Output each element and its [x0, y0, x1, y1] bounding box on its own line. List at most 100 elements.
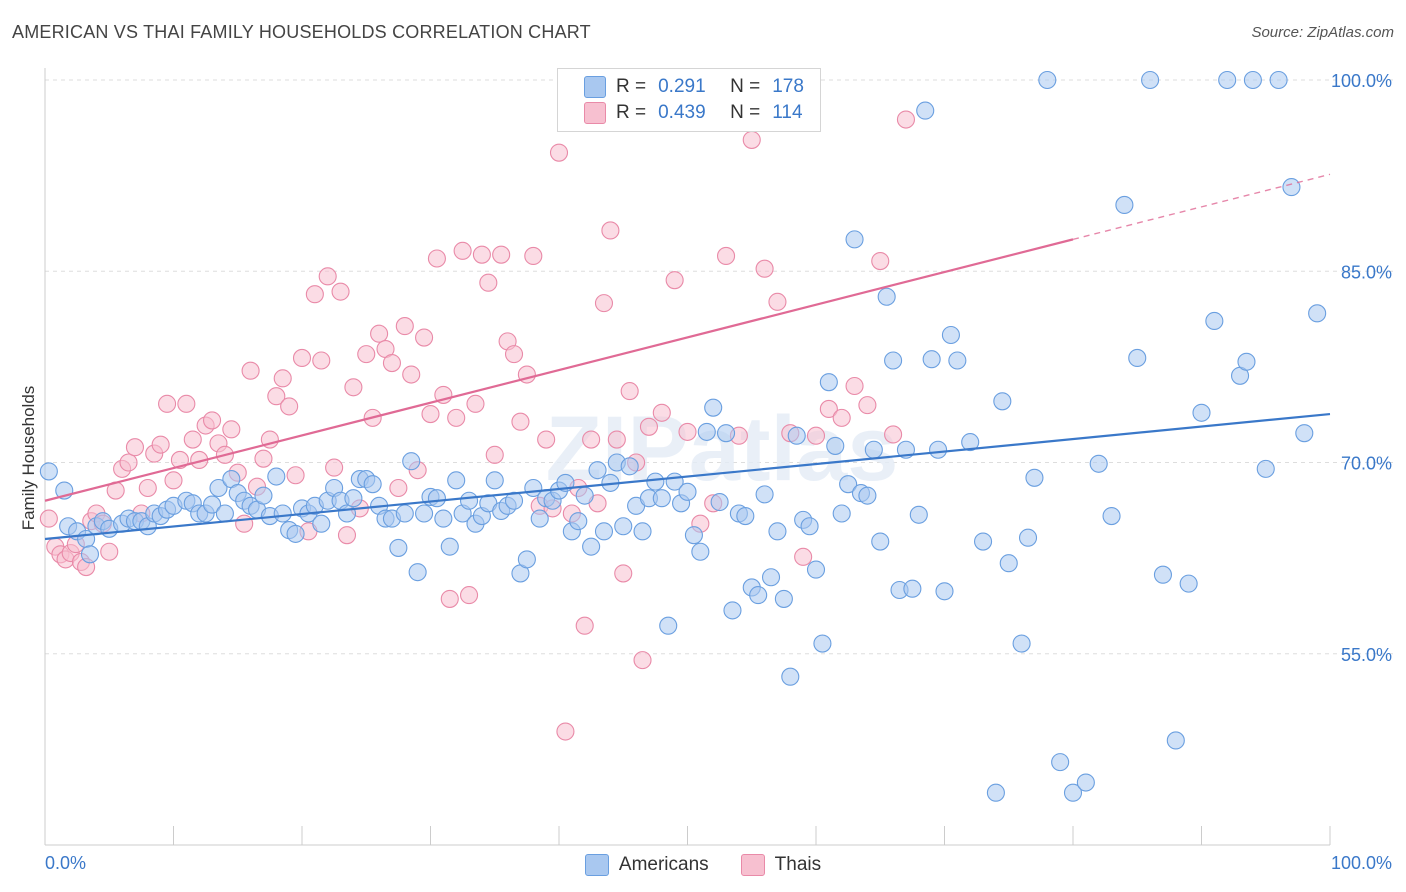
thai-point — [344, 378, 363, 397]
americans-swatch — [584, 854, 609, 876]
american-point — [736, 506, 755, 526]
y-tick-label: 55.0% — [1341, 645, 1392, 665]
american-point — [839, 475, 858, 494]
american-point — [781, 667, 800, 686]
thai-point — [337, 526, 357, 545]
r-label: R = — [616, 102, 647, 123]
american-point — [1102, 506, 1121, 526]
thai-point — [427, 249, 446, 268]
american-point — [948, 351, 967, 370]
american-point — [1089, 454, 1108, 473]
american-point — [389, 538, 408, 557]
american-point — [691, 542, 710, 561]
thais-swatch — [584, 102, 606, 124]
american-point — [774, 589, 793, 608]
thai-point — [402, 365, 421, 384]
american-point — [1166, 731, 1185, 750]
axes — [44, 68, 1331, 846]
y-axis-label: Family Households — [19, 386, 38, 531]
thai-point — [305, 285, 324, 304]
thai-point — [896, 110, 916, 129]
american-point — [1237, 352, 1256, 371]
american-point — [1243, 70, 1262, 90]
thai-point — [492, 245, 511, 264]
american-point — [710, 492, 729, 512]
american-point — [768, 522, 787, 541]
american-point — [1038, 70, 1057, 90]
american-point — [408, 563, 427, 582]
american-point — [1115, 195, 1134, 214]
american-point — [716, 424, 736, 443]
american-point — [254, 486, 273, 505]
thai-point — [639, 417, 659, 436]
legend-item-americans[interactable]: Americans — [584, 854, 709, 876]
american-point — [1308, 304, 1327, 323]
american-point — [973, 532, 993, 551]
american-point — [916, 101, 935, 120]
thai-point — [415, 328, 434, 347]
american-point — [723, 601, 742, 620]
thai-point — [273, 369, 292, 388]
thai-point — [183, 430, 202, 449]
american-point — [652, 489, 671, 508]
american-point — [1205, 311, 1224, 331]
trend-lines — [44, 173, 1331, 541]
american-point — [884, 351, 903, 370]
american-point — [267, 467, 286, 486]
american-point — [1295, 424, 1314, 443]
r-label: R = — [616, 76, 647, 97]
legend-item-thais[interactable]: Thais — [740, 854, 822, 876]
thai-point — [832, 408, 851, 427]
thai-point — [267, 387, 286, 406]
thai-point — [164, 471, 183, 490]
american-point — [427, 489, 446, 508]
american-point — [1012, 634, 1031, 653]
thai-point — [286, 466, 305, 485]
american-point — [1141, 70, 1160, 90]
thai-point — [125, 438, 144, 457]
y-tick-label: 100.0% — [1331, 71, 1392, 91]
y-tick-label: 85.0% — [1341, 262, 1392, 282]
american-point — [440, 537, 459, 556]
thais-r-value: 0.439 — [658, 102, 706, 123]
thai-point — [447, 408, 466, 427]
american-point — [1192, 403, 1211, 422]
legend-label-thais: Thais — [774, 854, 822, 875]
thai-point — [614, 564, 633, 583]
american-point — [80, 545, 100, 564]
thai-point — [582, 430, 601, 449]
thai-point — [235, 514, 254, 533]
thai-point — [280, 397, 299, 416]
american-point — [209, 478, 228, 498]
americans-n-value: 178 — [772, 76, 804, 97]
american-point — [935, 582, 954, 601]
x-tick-label: 0.0% — [45, 853, 86, 873]
american-point — [806, 560, 826, 579]
american-point — [434, 509, 453, 528]
thai-point — [453, 241, 472, 260]
thai-point — [594, 294, 614, 313]
thai-point — [389, 478, 408, 498]
american-point — [903, 579, 922, 598]
american-point — [941, 325, 960, 345]
american-point — [871, 532, 890, 551]
thai-point — [871, 251, 890, 271]
american-point — [1269, 70, 1288, 90]
thai-point — [292, 348, 312, 368]
american-point — [588, 461, 607, 480]
american-point — [415, 504, 434, 523]
american-point — [646, 472, 665, 491]
thai-point — [794, 547, 813, 566]
thai-point — [858, 396, 877, 415]
tick-labels: 55.0% 70.0% 85.0% 100.0% 0.0% 100.0% — [45, 71, 1392, 873]
thai-point — [151, 435, 170, 454]
thai-point — [254, 449, 273, 468]
american-point — [787, 426, 806, 445]
thai-point — [620, 382, 639, 401]
series-legend: Americans Thais — [0, 852, 1406, 878]
american-point — [800, 517, 819, 536]
thai-point — [755, 259, 774, 278]
american-point — [363, 475, 382, 494]
american-point — [504, 491, 524, 510]
